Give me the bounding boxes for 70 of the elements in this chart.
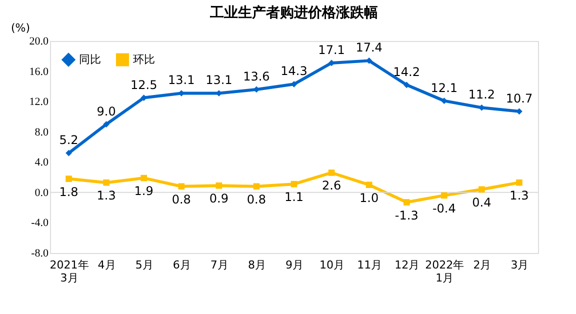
data-label: 2.6 — [322, 178, 342, 193]
y-axis-title: (%) — [10, 22, 30, 34]
data-label: 1.0 — [360, 190, 379, 205]
x-tick-label: 2021年 3月 — [50, 258, 89, 284]
data-label: 9.0 — [96, 104, 116, 118]
point — [253, 183, 260, 190]
point — [403, 82, 410, 88]
x-tick-label: 2月 — [473, 258, 492, 272]
data-label: 14.3 — [280, 64, 308, 78]
point — [478, 186, 485, 193]
data-label: 10.7 — [506, 91, 533, 106]
data-label: 1.1 — [284, 190, 304, 204]
x-tick-label: 8月 — [248, 258, 266, 272]
x-tick-label: 6月 — [172, 258, 191, 272]
point — [328, 170, 335, 176]
point — [478, 104, 485, 111]
data-label: 13.1 — [168, 73, 195, 88]
data-label: 1.8 — [59, 184, 78, 199]
data-label: 1.9 — [134, 184, 154, 198]
legend-label: 同比 — [79, 52, 101, 66]
data-label: 17.1 — [318, 42, 345, 57]
data-label: 13.6 — [243, 69, 270, 84]
point — [178, 183, 185, 190]
y-tick-label: 4.0 — [34, 156, 49, 169]
data-label: -1.3 — [394, 208, 418, 222]
y-tick-label: 12.0 — [29, 96, 49, 108]
point — [66, 150, 72, 156]
point — [440, 192, 448, 199]
data-label: 5.2 — [59, 133, 78, 148]
data-label: 0.4 — [472, 195, 492, 210]
x-tick-label: 10月 — [320, 258, 345, 272]
x-tick-label: 7月 — [210, 258, 228, 272]
y-tick-label: 0.0 — [34, 186, 49, 199]
point — [103, 179, 110, 186]
data-label: 1.3 — [96, 188, 116, 203]
y-tick-label: -8.0 — [31, 248, 49, 260]
point — [103, 121, 110, 128]
data-label: 14.2 — [393, 64, 420, 79]
data-label: 17.4 — [356, 40, 382, 55]
point — [290, 180, 298, 188]
data-label: 0.9 — [209, 192, 228, 206]
point — [366, 182, 372, 188]
data-label: 0.8 — [246, 192, 266, 206]
point — [440, 98, 448, 104]
point — [66, 176, 72, 182]
y-tick-label: 16.0 — [29, 66, 49, 78]
data-label: 1.3 — [510, 188, 529, 203]
data-label: 11.2 — [468, 88, 496, 102]
x-tick-label: 2022年 1月 — [425, 258, 464, 284]
x-tick-label: 12月 — [394, 258, 420, 272]
x-tick-label: 5月 — [135, 258, 154, 272]
data-label: 0.8 — [172, 192, 191, 206]
legend-label: 环比 — [133, 52, 155, 66]
y-tick-label: 8.0 — [34, 126, 49, 138]
data-label: 13.1 — [206, 73, 232, 88]
x-tick-label: 9月 — [286, 258, 304, 272]
chart-title: 工业生产者购进价格涨跌幅 — [209, 4, 378, 21]
x-tick-label: 11月 — [357, 258, 382, 272]
data-label: 12.1 — [430, 80, 458, 95]
data-label: 12.5 — [130, 78, 158, 92]
data-label: -0.4 — [432, 201, 456, 216]
point — [516, 108, 522, 115]
x-tick-label: 3月 — [510, 258, 529, 272]
x-tick-label: 4月 — [98, 258, 116, 272]
point — [216, 182, 222, 189]
y-tick-label: -4.0 — [31, 217, 49, 230]
point — [140, 174, 148, 182]
point — [403, 199, 410, 206]
y-tick-label: 20.0 — [29, 36, 49, 48]
point — [516, 179, 522, 186]
